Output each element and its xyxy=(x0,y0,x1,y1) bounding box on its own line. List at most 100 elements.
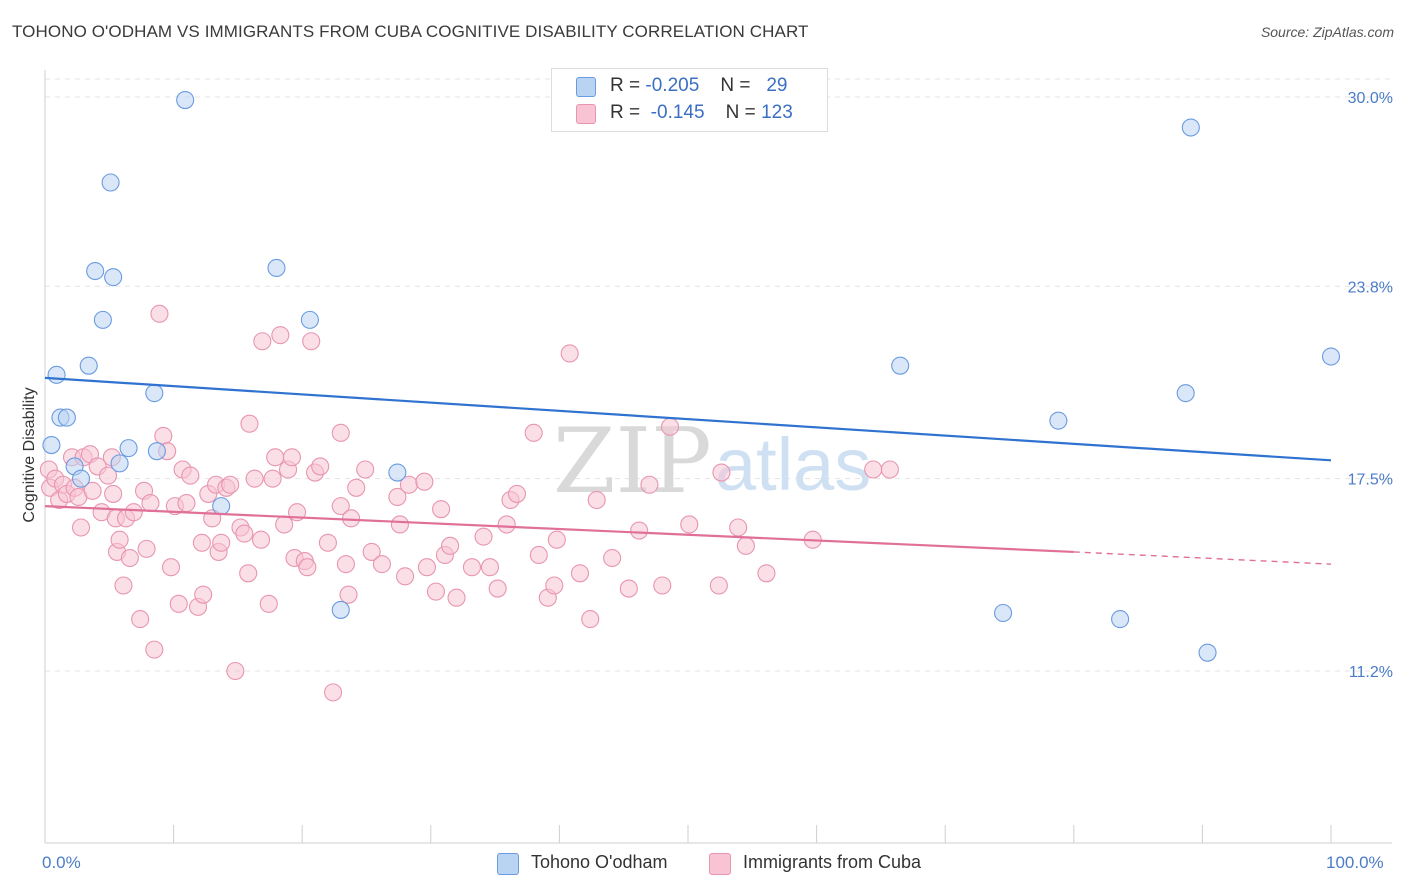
y-axis-label: Cognitive Disability xyxy=(21,387,38,522)
cuba-point xyxy=(507,484,527,503)
cuba-point xyxy=(560,344,579,363)
stats-text-tohono: R = -0.205 N = 29 xyxy=(610,75,787,97)
watermark-zip: ZIP xyxy=(553,409,712,514)
cuba-point xyxy=(432,500,451,519)
cuba-point xyxy=(712,463,731,482)
legend-swatch-tohono xyxy=(497,853,519,875)
cuba-point xyxy=(757,564,776,583)
tohono-point xyxy=(1049,411,1068,430)
cuba-point xyxy=(263,469,282,488)
n-label: N = xyxy=(720,75,751,96)
cuba-point xyxy=(570,564,590,583)
r-value-tohono: -0.205 xyxy=(645,75,700,96)
tohono-point xyxy=(212,497,231,516)
cuba-point xyxy=(347,478,366,497)
cuba-point xyxy=(630,521,649,540)
cuba-point xyxy=(488,579,507,598)
tohono-point xyxy=(300,310,319,329)
chart-title: TOHONO O'ODHAM VS IMMIGRANTS FROM CUBA C… xyxy=(12,22,809,41)
cuba-point xyxy=(462,558,482,577)
tohono-point xyxy=(79,356,98,375)
cuba-point xyxy=(619,579,638,598)
cuba-point xyxy=(390,515,409,534)
r-value-cuba: -0.145 xyxy=(650,102,705,123)
y-tick-label: 30.0% xyxy=(1348,90,1393,107)
tohono-point xyxy=(267,258,286,278)
tohono-point xyxy=(71,469,91,488)
cuba-point xyxy=(331,423,350,442)
stats-text-cuba: R = -0.145 N = 123 xyxy=(610,102,793,124)
cuba-point xyxy=(336,555,355,574)
cuba-point xyxy=(239,564,258,583)
cuba-point xyxy=(660,417,680,436)
x-tick-label-max: 100.0% xyxy=(1326,853,1384,872)
legend-swatch-cuba xyxy=(709,853,731,875)
cuba-point xyxy=(603,548,622,568)
tohono-point xyxy=(147,442,166,461)
cuba-point xyxy=(137,539,156,558)
cuba-point xyxy=(104,484,123,503)
cuba-point xyxy=(311,457,330,476)
cuba-point xyxy=(497,515,516,534)
cuba-point xyxy=(581,610,600,629)
cuba-point xyxy=(192,533,211,552)
axes xyxy=(44,70,1392,844)
cuba-point xyxy=(339,585,358,604)
cuba-point xyxy=(396,567,415,586)
cuba-point xyxy=(417,558,436,577)
tohono-trend-line xyxy=(44,376,1332,462)
cuba-point xyxy=(177,494,196,513)
cuba-point xyxy=(426,582,445,601)
r-label: R = xyxy=(610,102,641,123)
n-value-tohono: 29 xyxy=(766,75,788,96)
tohono-point xyxy=(57,408,76,427)
cuba-point xyxy=(131,610,150,629)
cuba-point xyxy=(194,585,213,604)
cuba-point xyxy=(362,542,381,561)
n-value-cuba: 123 xyxy=(761,102,793,123)
cuba-trend-extrapolation xyxy=(1073,551,1332,565)
tohono-point xyxy=(42,436,61,455)
cuba-point xyxy=(415,472,434,491)
cuba-point xyxy=(120,548,139,568)
cuba-point xyxy=(653,576,672,595)
cuba-point xyxy=(226,661,245,681)
stats-legend: R = -0.205 N = 29 R = -0.145 N = 123 xyxy=(551,68,828,132)
tohono-point xyxy=(145,384,164,403)
cuba-point xyxy=(71,518,91,537)
tohono-point xyxy=(1176,384,1195,403)
cuba-point xyxy=(275,515,294,534)
cuba-point xyxy=(259,594,278,613)
cuba-point xyxy=(141,494,160,513)
y-tick-labels: 11.2% 17.5% 23.8% 30.0% xyxy=(1348,90,1393,681)
trend-lines xyxy=(44,376,1332,565)
cuba-point xyxy=(302,332,321,351)
cuba-point xyxy=(480,558,500,577)
cuba-point xyxy=(324,683,343,702)
cuba-point xyxy=(145,640,164,659)
y-tick-label: 17.5% xyxy=(1348,472,1393,489)
watermark: ZIP atlas xyxy=(553,409,871,514)
tohono-point xyxy=(1198,643,1217,662)
tohono-point xyxy=(176,91,195,110)
cuba-point xyxy=(388,487,407,507)
cuba-point xyxy=(331,497,350,516)
cuba-point xyxy=(253,332,272,351)
tohono-point xyxy=(110,454,129,473)
cuba-point xyxy=(880,460,899,479)
cuba-point xyxy=(342,509,361,528)
tohono-point xyxy=(1111,610,1130,629)
y-tick-label: 23.8% xyxy=(1348,279,1393,296)
legend-label-cuba: Immigrants from Cuba xyxy=(743,852,922,872)
cuba-point xyxy=(110,530,129,549)
cuba-point xyxy=(736,536,755,555)
y-tick-label: 11.2% xyxy=(1349,664,1393,681)
cuba-point xyxy=(169,594,188,613)
cuba-point xyxy=(245,469,264,488)
cuba-point xyxy=(282,448,301,467)
cuba-point xyxy=(266,448,285,467)
cuba-point xyxy=(474,527,493,546)
tohono-point xyxy=(93,310,112,329)
cuba-point xyxy=(161,558,181,577)
